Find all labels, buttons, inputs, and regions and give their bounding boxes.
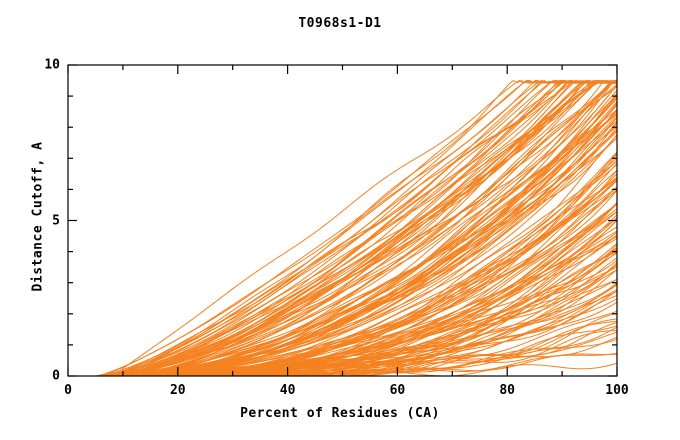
y-tick-label: 0	[52, 368, 60, 384]
model-curve	[98, 92, 617, 376]
model-curve	[103, 276, 617, 376]
model-curve	[112, 102, 617, 376]
x-tick-label: 20	[169, 383, 186, 398]
model-curve	[107, 80, 617, 376]
model-curve	[96, 172, 617, 376]
model-curve	[114, 80, 617, 376]
model-curve	[100, 122, 617, 376]
model-curve	[101, 80, 617, 376]
y-tick-label: 10	[44, 57, 60, 73]
model-curve	[112, 80, 617, 376]
model-curve	[116, 112, 617, 376]
model-curve	[95, 360, 617, 376]
axis-ticks	[67, 64, 618, 377]
model-curve	[100, 80, 617, 376]
model-curve	[113, 80, 617, 376]
chart-title: T0968s1-D1	[298, 16, 382, 31]
model-curve	[108, 80, 617, 376]
x-tick-label: 60	[389, 383, 406, 398]
model-curve	[109, 295, 617, 376]
model-curve	[113, 80, 617, 376]
model-curve	[101, 80, 617, 376]
model-curve	[116, 320, 617, 376]
x-tick-label: 80	[499, 383, 516, 398]
x-axis-label: Percent of Residues (CA)	[240, 406, 440, 421]
x-tick-label: 0	[64, 383, 72, 398]
model-curve	[111, 159, 617, 376]
curve-series-group	[92, 80, 617, 376]
x-tick-label: 40	[279, 383, 296, 398]
model-curve	[113, 80, 617, 376]
y-tick-label: 5	[52, 213, 60, 228]
model-curve	[114, 80, 617, 376]
model-curve	[110, 134, 617, 376]
model-curve	[92, 348, 617, 376]
x-tick-label: 100	[605, 383, 629, 398]
model-curve	[103, 308, 617, 376]
model-curve	[111, 80, 617, 376]
